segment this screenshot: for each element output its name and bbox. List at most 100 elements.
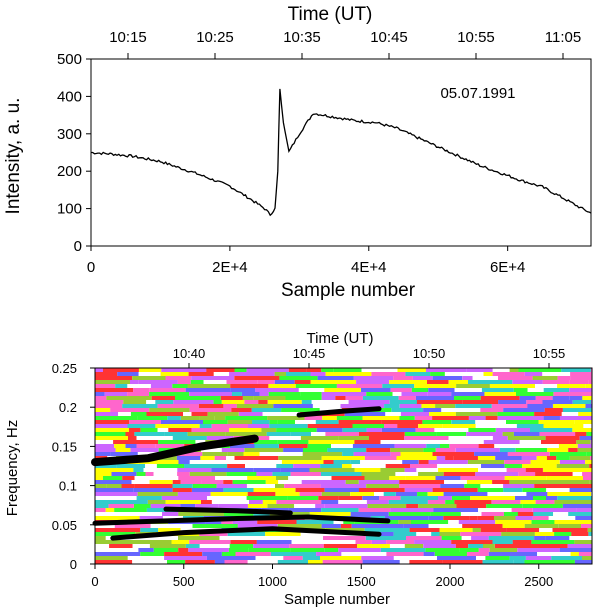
heatmap-cell [435, 404, 456, 408]
heatmap-cell [338, 548, 381, 552]
heatmap-cell [262, 500, 277, 504]
heatmap-cell [410, 464, 438, 468]
heatmap-cell [481, 388, 514, 392]
heatmap-cell [380, 468, 405, 472]
heatmap-cell [164, 556, 207, 560]
heatmap-cell [575, 432, 587, 436]
heatmap-cell [575, 516, 592, 520]
heatmap-cell [402, 460, 419, 464]
heatmap-cell [405, 372, 431, 376]
heatmap-cell [158, 440, 196, 444]
heatmap-cell [552, 528, 588, 532]
heatmap-cell [502, 524, 525, 528]
heatmap-cell [206, 556, 215, 560]
heatmap-cell [247, 476, 276, 480]
heatmap-cell [95, 516, 140, 520]
heatmap-cell [221, 520, 233, 524]
heatmap-cell [224, 560, 248, 564]
heatmap-cell [277, 420, 295, 424]
heatmap-cell [385, 460, 403, 464]
heatmap-cell [95, 420, 129, 424]
heatmap-cell [445, 456, 454, 460]
heatmap-cell [582, 396, 592, 400]
top-x-tick-label: 4E+4 [351, 259, 386, 276]
heatmap-cell [125, 432, 135, 436]
heatmap-cell [585, 404, 592, 408]
heatmap-cell [289, 544, 324, 548]
heatmap-cell [214, 416, 225, 420]
heatmap-cell [134, 432, 165, 436]
heatmap-cell [399, 416, 415, 420]
top-y-tick-label: 400 [57, 88, 82, 105]
heatmap-cell [409, 560, 443, 564]
heatmap-cell [336, 384, 383, 388]
heatmap-cell [95, 440, 104, 444]
heatmap-cell [191, 376, 235, 380]
heatmap-cell [576, 508, 592, 512]
heatmap-cell [106, 396, 152, 400]
heatmap-cell [178, 512, 224, 516]
heatmap-cell [267, 416, 305, 420]
heatmap-cell [125, 444, 137, 448]
heatmap-cell [316, 552, 342, 556]
heatmap-cell [226, 472, 257, 476]
heatmap-cell [588, 380, 592, 384]
heatmap-cell [246, 496, 288, 500]
heatmap-cell [389, 380, 427, 384]
heatmap-cell [537, 552, 571, 556]
heatmap-cell [348, 400, 390, 404]
heatmap-cell [268, 392, 301, 396]
heatmap-cell [221, 400, 245, 404]
heatmap-cell [511, 508, 533, 512]
heatmap-cell [255, 556, 284, 560]
heatmap-cell [391, 408, 424, 412]
heatmap-cell [355, 540, 372, 544]
heatmap-cell [358, 488, 405, 492]
heatmap-cell [554, 520, 592, 524]
heatmap-cell [399, 484, 441, 488]
heatmap-cell [133, 488, 173, 492]
heatmap-cell [570, 372, 592, 376]
heatmap-cell [140, 428, 158, 432]
heatmap-cell [448, 520, 459, 524]
heatmap-cell [454, 500, 492, 504]
heatmap-cell [557, 496, 592, 500]
heatmap-cell [267, 504, 295, 508]
top-time-tick-label: 10:35 [283, 29, 321, 46]
heatmap-cell [95, 452, 111, 456]
heatmap-cell [336, 416, 363, 420]
heatmap-cell [95, 500, 125, 504]
heatmap-cell [543, 468, 584, 472]
heatmap-cell [120, 512, 162, 516]
heatmap-cell [449, 444, 479, 448]
spectral-ridge [92, 514, 391, 526]
heatmap-cell [164, 432, 188, 436]
heatmap-cell [488, 552, 508, 556]
heatmap-cell [437, 556, 476, 560]
heatmap-cell [226, 380, 258, 384]
heatmap-cell [366, 500, 389, 504]
heatmap-cell [397, 368, 426, 372]
heatmap-cell [95, 480, 132, 484]
heatmap-cell [130, 412, 147, 416]
heatmap-cell [371, 372, 406, 376]
heatmap-cell [501, 532, 535, 536]
heatmap-cell [342, 428, 367, 432]
heatmap-cell [180, 480, 202, 484]
heatmap-cell [350, 512, 389, 516]
bottom-time-tick-label: 10:55 [533, 346, 566, 361]
heatmap-cell [366, 428, 382, 432]
heatmap-cell [392, 392, 402, 396]
heatmap-cell [211, 468, 254, 472]
heatmap-cell [441, 536, 462, 540]
heatmap-cell [412, 440, 446, 444]
heatmap-cell [553, 512, 569, 516]
heatmap-cell [95, 448, 116, 452]
heatmap-cell [276, 464, 294, 468]
heatmap-cell [258, 400, 268, 404]
heatmap-cell [503, 512, 518, 516]
heatmap-cell [201, 448, 222, 452]
heatmap-cell [138, 380, 178, 384]
heatmap-cell [464, 484, 481, 488]
heatmap-cell [301, 400, 312, 404]
